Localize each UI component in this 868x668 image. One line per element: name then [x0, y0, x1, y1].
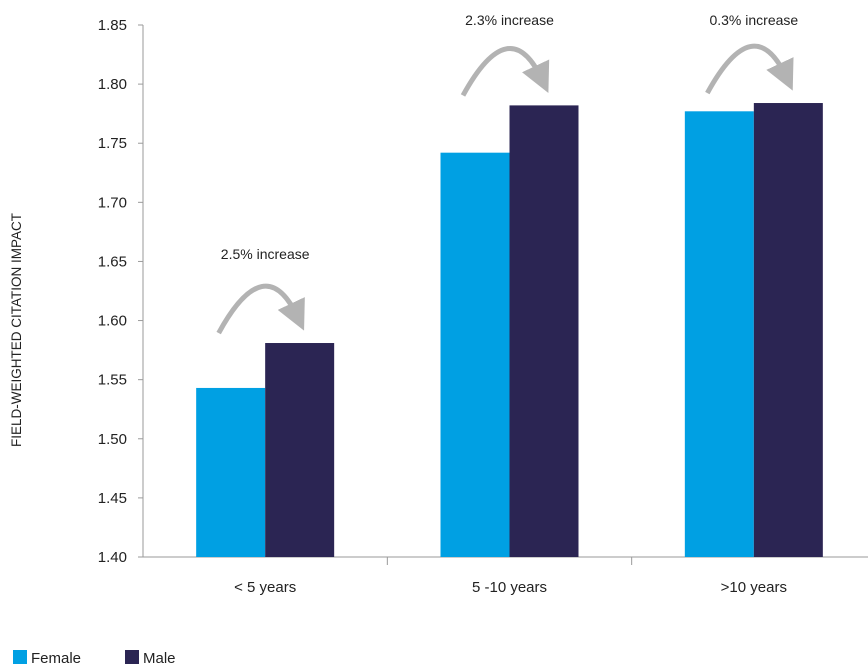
y-tick-label: 1.45 — [98, 490, 127, 507]
y-tick-label: 1.60 — [98, 313, 127, 330]
y-tick-label: 1.75 — [98, 135, 127, 152]
legend-label-female: Female — [31, 650, 81, 667]
annotations: 2.5% increase 2.3% increase 0.3% increase — [216, 12, 798, 335]
legend-swatch-male — [125, 650, 139, 664]
increase-annotation: 2.3% increase — [465, 12, 554, 28]
bar-female — [196, 387, 266, 557]
bar-female — [684, 111, 754, 558]
increase-annotation: 2.5% increase — [221, 246, 310, 262]
increase-arrow-icon — [705, 43, 794, 95]
bar-male — [753, 103, 823, 557]
x-tick-label: 5 -10 years — [472, 579, 547, 596]
bar-male — [509, 105, 579, 557]
y-tick-label: 1.65 — [98, 253, 127, 270]
increase-arrow-icon — [460, 46, 550, 97]
y-tick-label: 1.55 — [98, 372, 127, 389]
legend: Female Male — [13, 650, 176, 667]
y-tick-label: 1.50 — [98, 431, 127, 448]
y-tick-label: 1.40 — [98, 549, 127, 566]
y-tick-label: 1.85 — [98, 17, 127, 34]
y-axis-label: FIELD-WEIGHTED CITATION IMPACT — [9, 213, 24, 447]
increase-annotation: 0.3% increase — [709, 12, 798, 28]
legend-swatch-female — [13, 650, 27, 664]
y-tick-label: 1.80 — [98, 76, 127, 93]
increase-arrow-icon — [216, 283, 305, 335]
bars — [196, 103, 823, 558]
x-tick-label: < 5 years — [234, 579, 296, 596]
axes: 1.40 1.45 1.50 1.55 1.60 1.65 1.70 1.75 1.80 1.85… — [98, 17, 868, 596]
bar-female — [440, 152, 510, 557]
x-tick-label: >10 years — [721, 579, 787, 596]
y-tick-label: 1.70 — [98, 194, 127, 211]
bar-male — [265, 343, 335, 557]
legend-label-male: Male — [143, 650, 176, 667]
